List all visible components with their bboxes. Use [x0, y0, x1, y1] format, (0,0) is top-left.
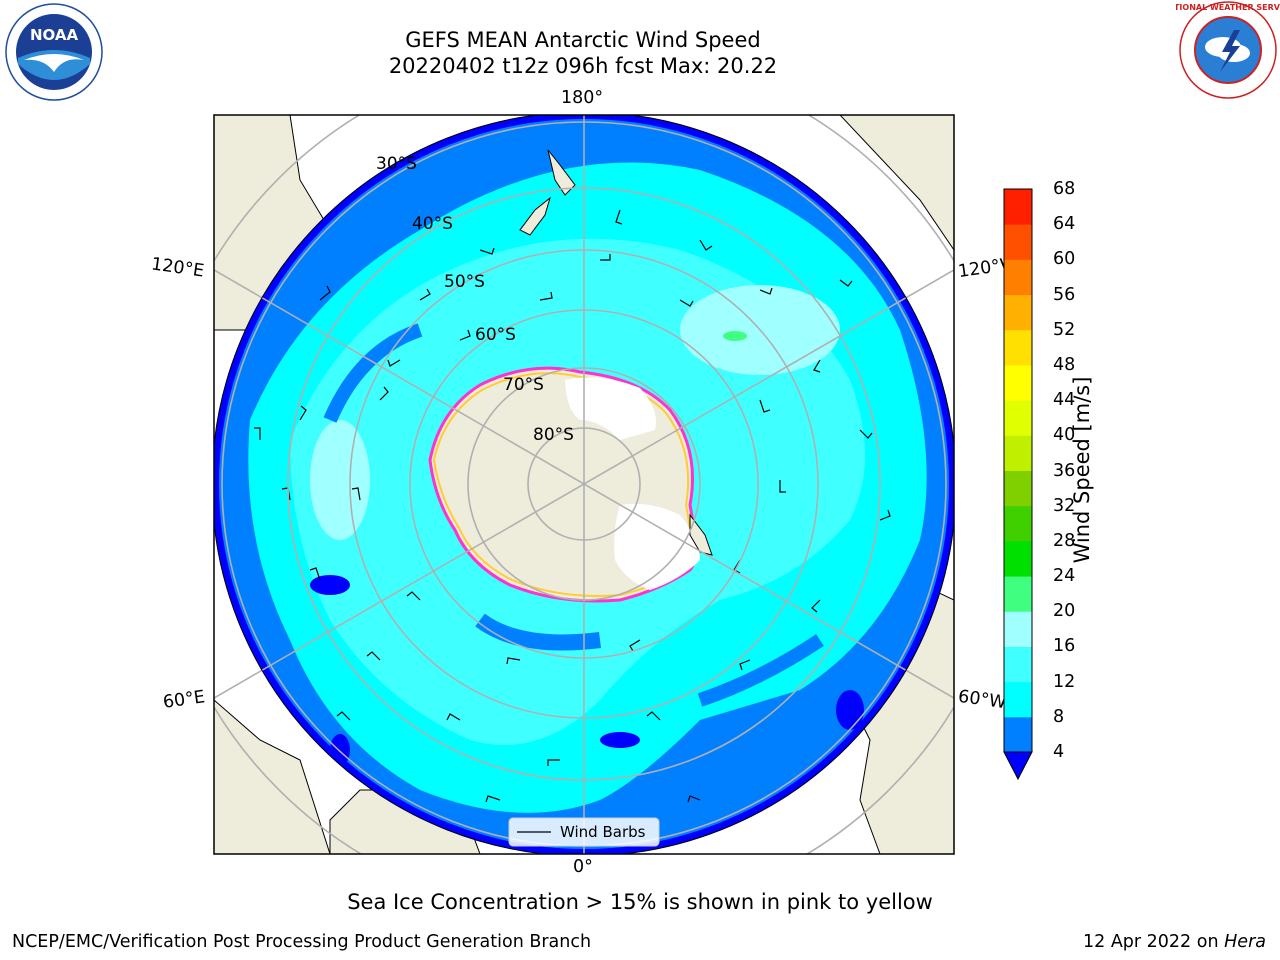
- lat-label-30s: 30°S: [376, 154, 417, 174]
- africa-land: [214, 699, 331, 854]
- map-frame: [213, 114, 955, 855]
- lat-label-50s: 50°S: [444, 272, 485, 292]
- colorbar-tick-label: 16: [1053, 636, 1076, 657]
- credit-text: NCEP/EMC/Verification Post Processing Pr…: [12, 932, 592, 952]
- lat-label-80s: 80°S: [533, 425, 574, 445]
- colorbar-tick-label: 20: [1053, 601, 1076, 622]
- colorbar-tick-label: 52: [1053, 319, 1076, 340]
- lat-label-40s: 40°S: [412, 214, 453, 234]
- colorbar-under-arrow: [1003, 751, 1033, 781]
- colorbar-bands: [1004, 189, 1032, 753]
- colorbar-band: [1004, 224, 1032, 260]
- colorbar-tick-label: 40: [1053, 425, 1076, 446]
- date-text: 12 Apr 2022 on Hera: [1083, 932, 1266, 952]
- colorbar-tick-label: 8: [1053, 706, 1065, 727]
- colorbar-tick-label: 4: [1053, 742, 1065, 762]
- lon-label-0: 0°: [573, 857, 593, 877]
- colorbar-band: [1004, 505, 1032, 542]
- ross-ice-shelf: [565, 377, 656, 440]
- lat-label-60s: 60°S: [475, 325, 516, 345]
- graticule: [214, 115, 954, 854]
- noaa-logo: NOAA: [5, 3, 103, 101]
- colorbar-tick-label: 48: [1053, 354, 1076, 375]
- north-pacific-land: [839, 115, 954, 251]
- sea-ice-note: Sea Ice Concentration > 15% is shown in …: [347, 890, 933, 914]
- colorbar-band: [1004, 189, 1032, 225]
- colorbar-tick-label: 28: [1053, 530, 1076, 551]
- colorbar-tick-label: 60: [1053, 249, 1076, 270]
- colorbar-tick-label: 44: [1053, 390, 1076, 411]
- colorbar-tick-label: 64: [1053, 214, 1076, 235]
- colorbar-tick-label: 68: [1053, 179, 1076, 199]
- colorbar-band: [1004, 400, 1032, 436]
- colorbar-band: [1004, 470, 1032, 507]
- colorbar-band: [1004, 259, 1032, 296]
- map-subtitle: 20220402 t12z 096h fcst Max: 20.22: [388, 54, 778, 78]
- map-title: GEFS MEAN Antarctic Wind Speed: [405, 28, 761, 52]
- colorbar-band: [1004, 294, 1032, 331]
- colorbar: [1003, 188, 1033, 781]
- nws-logo: NATIONAL WEATHER SERVICE: [1176, 1, 1280, 99]
- colorbar-band: [1004, 435, 1032, 471]
- wind-20-24: [723, 331, 747, 341]
- colorbar-tick-label: 56: [1053, 284, 1076, 305]
- noaa-logo-text: NOAA: [30, 26, 79, 44]
- new-zealand-south: [519, 196, 551, 236]
- colorbar-band: [1004, 576, 1032, 612]
- date-prefix: 12 Apr 2022 on: [1082, 932, 1219, 952]
- machine-name: Hera: [1224, 932, 1266, 952]
- legend-label: Wind Barbs: [560, 823, 646, 841]
- weddell-ice-shelf: [614, 503, 700, 590]
- colorbar-band: [1004, 646, 1032, 683]
- wind-barbs: [254, 209, 891, 803]
- lat-label-70s: 70°S: [503, 375, 544, 395]
- wind-16-20-west: [310, 420, 370, 540]
- colorbar-tick-label: 24: [1053, 566, 1076, 587]
- colorbar-tick-label: 12: [1053, 671, 1076, 692]
- lon-label-180: 180°: [561, 88, 604, 108]
- colorbar-band: [1004, 329, 1032, 366]
- colorbar-band: [1004, 364, 1032, 401]
- colorbar-tick-label: 32: [1053, 495, 1076, 516]
- new-zealand-north: [547, 149, 576, 196]
- nws-logo-text: NATIONAL WEATHER SERVICE: [1176, 3, 1280, 12]
- colorbar-band: [1004, 540, 1032, 577]
- colorbar-tick-label: 36: [1053, 460, 1076, 481]
- colorbar-band: [1004, 681, 1032, 718]
- colorbar-title: Wind Speed [m/s]: [1070, 376, 1094, 564]
- wind-barbs-legend: Wind Barbs: [508, 817, 660, 847]
- colorbar-band: [1004, 611, 1032, 647]
- colorbar-band: [1004, 716, 1032, 753]
